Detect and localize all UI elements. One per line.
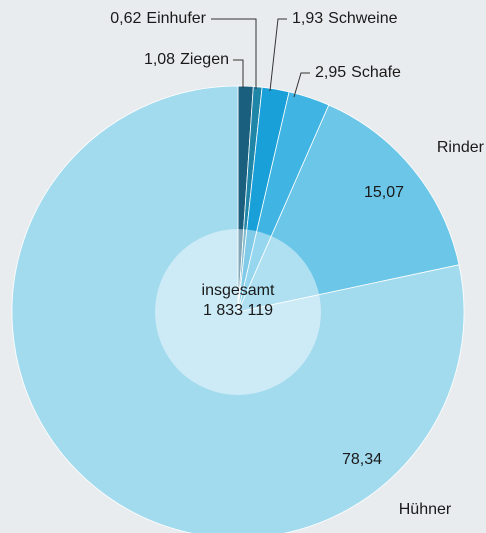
slice-label: 1,93 Schweine [292, 10, 398, 27]
total-label: 1 833 119 [203, 302, 273, 319]
category-label: Ziegen [180, 51, 229, 68]
category-label: Einhufer [146, 10, 206, 27]
leader-line [233, 59, 244, 88]
slices [11, 85, 465, 533]
value-label: 78,34 [342, 451, 382, 468]
center-label: insgesamt [202, 282, 275, 299]
value-label: 2,95 [315, 64, 346, 81]
slice [11, 85, 465, 533]
leader-line [211, 18, 257, 89]
slice [237, 104, 460, 313]
center-disc [155, 229, 321, 395]
category-label: Hühner [399, 501, 452, 518]
slice-label: 2,95 Schafe [315, 64, 401, 81]
slice-label: 0,62 Einhufer [110, 10, 206, 27]
value-label: 15,07 [364, 184, 404, 201]
category-label: Schafe [351, 64, 401, 81]
value-label: 1,08 [144, 51, 175, 68]
category-label: Schweine [328, 10, 397, 27]
value-label: 1,93 [292, 10, 323, 27]
category-label: Rinder [437, 139, 485, 156]
leader-line [293, 72, 310, 98]
slice-label: 1,08 Ziegen [144, 51, 229, 68]
leader-line [269, 18, 287, 92]
value-label: 0,62 [110, 10, 141, 27]
